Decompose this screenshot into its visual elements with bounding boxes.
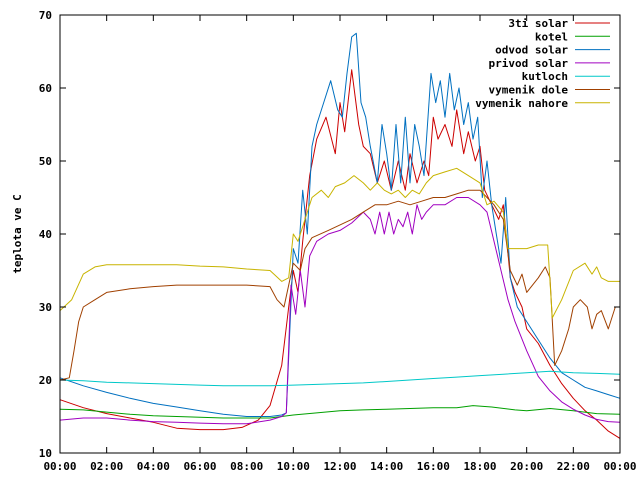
y-tick-label: 70 — [39, 9, 52, 22]
x-tick-label: 12:00 — [323, 460, 356, 473]
x-tick-label: 02:00 — [90, 460, 123, 473]
x-tick-label: 00:00 — [43, 460, 76, 473]
series-line-kotel — [59, 405, 621, 419]
legend-label: vymenik nahore — [475, 97, 568, 110]
x-tick-label: 22:00 — [557, 460, 590, 473]
series-line-privod-solar — [59, 197, 621, 425]
legend-label: vymenik dole — [489, 84, 569, 97]
y-tick-label: 20 — [39, 374, 52, 387]
axis-ticks — [59, 14, 621, 454]
x-tick-label: 08:00 — [230, 460, 263, 473]
legend-label: privod solar — [489, 57, 569, 70]
x-tick-label: 10:00 — [277, 460, 310, 473]
y-tick-label: 10 — [39, 447, 52, 460]
y-tick-label: 40 — [39, 228, 52, 241]
series-line-kutloch — [59, 370, 621, 387]
legend-label: odvod solar — [495, 44, 568, 57]
legend-label: 3ti solar — [508, 17, 568, 30]
x-tick-label: 04:00 — [137, 460, 170, 473]
y-tick-label: 60 — [39, 82, 52, 95]
legend-label: kutloch — [522, 70, 568, 83]
x-tick-label: 16:00 — [417, 460, 450, 473]
x-tick-label: 14:00 — [370, 460, 403, 473]
series-line-vymenik-dole — [59, 189, 620, 381]
y-tick-label: 30 — [39, 301, 52, 314]
legend-label: kotel — [535, 30, 568, 43]
series-line-3ti-solar — [59, 69, 621, 439]
x-tick-label: 20:00 — [510, 460, 543, 473]
y-tick-label: 50 — [39, 155, 52, 168]
x-tick-label: 18:00 — [463, 460, 496, 473]
y-axis-label: teplota ve C — [11, 194, 24, 273]
series-line-vymenik-nahore — [59, 167, 620, 319]
axis-tick-labels: 00:00 02:00 04:00 06:00 08:00 10:00 12:00 14:00… — [39, 9, 637, 473]
x-tick-label: 06:00 — [183, 460, 216, 473]
x-tick-label: 00:00 — [603, 460, 636, 473]
plot-lines — [59, 32, 621, 439]
